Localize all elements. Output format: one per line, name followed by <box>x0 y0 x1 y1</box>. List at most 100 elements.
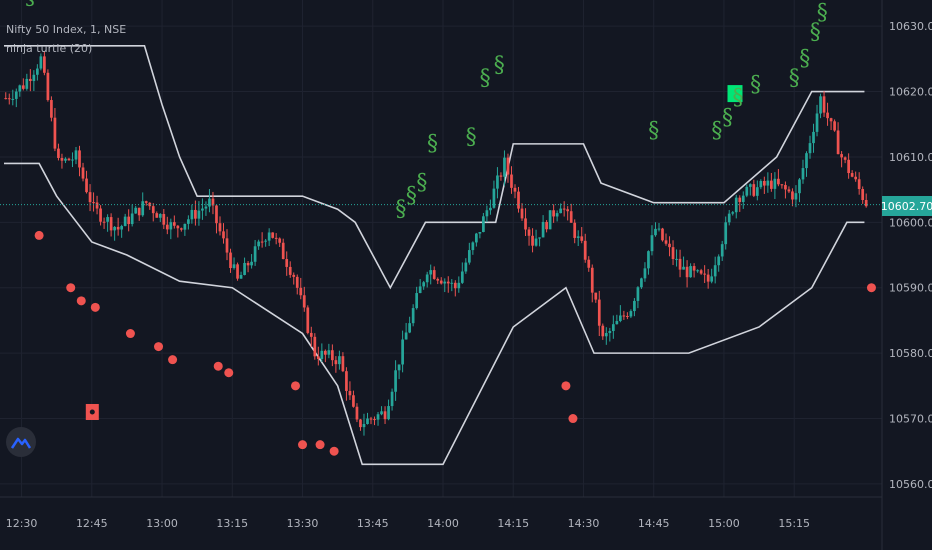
signal-box-marker <box>727 85 743 103</box>
candle-body <box>232 264 236 269</box>
candle-body <box>362 423 366 428</box>
candle-body <box>404 332 408 340</box>
candle-body <box>366 418 369 424</box>
x-tick-label: 14:45 <box>638 517 670 530</box>
candle-body <box>717 256 721 266</box>
lower-channel-line <box>4 162 865 466</box>
candle-body <box>134 207 138 214</box>
candle-body <box>348 390 352 396</box>
candle-body <box>137 207 141 216</box>
candle-body <box>172 222 176 226</box>
x-tick-label: 13:30 <box>287 517 319 530</box>
symbol-title: Nifty 50 Index, 1, NSE <box>6 23 127 36</box>
entry-signal-mark: § <box>406 184 417 209</box>
candle-body <box>204 206 208 209</box>
candle-body <box>791 191 794 200</box>
candle-body <box>309 332 313 337</box>
candle-body <box>299 287 303 296</box>
candle-body <box>541 221 545 238</box>
candle-body <box>741 195 745 203</box>
entry-signal-mark: § <box>480 66 491 91</box>
candle-body <box>706 274 710 282</box>
entry-signal-mark: § <box>810 20 821 45</box>
candle-body <box>829 118 833 122</box>
candle-body <box>777 178 780 185</box>
candle-body <box>401 339 404 365</box>
candle-body <box>106 217 109 222</box>
candle-body <box>158 214 162 218</box>
stop-dot <box>125 329 135 339</box>
stop-dot <box>224 368 234 378</box>
candle-body <box>467 250 471 263</box>
candle-body <box>102 221 106 223</box>
candle-body <box>513 187 517 192</box>
candle-body <box>78 150 81 168</box>
candle-body <box>271 232 275 238</box>
candle-body <box>292 274 296 277</box>
candle-body <box>657 228 661 230</box>
candle-body <box>331 350 334 361</box>
candle-body <box>408 323 411 333</box>
candle-body <box>752 184 756 196</box>
x-tick-label: 13:15 <box>216 517 248 530</box>
candle-body <box>755 187 759 196</box>
candle-body <box>373 419 376 421</box>
candle-body <box>815 113 819 132</box>
candle-body <box>685 266 689 278</box>
candle-body <box>302 295 306 308</box>
stop-dot <box>213 361 223 371</box>
candle-body <box>689 266 692 278</box>
candle-body <box>316 356 320 359</box>
candle-body <box>766 180 770 186</box>
candle-body <box>176 225 180 229</box>
candle-body <box>387 406 390 420</box>
stop-dot <box>34 230 44 240</box>
candle-body <box>583 240 587 260</box>
candle-body <box>569 211 573 223</box>
candle-body <box>661 228 664 241</box>
candle-body <box>857 179 861 190</box>
candle-body <box>180 228 183 230</box>
x-tick-label: 13:45 <box>357 517 389 530</box>
stop-dot <box>561 381 571 391</box>
candle-body <box>246 262 250 266</box>
candle-body <box>611 324 615 331</box>
candle-body <box>50 100 53 118</box>
candle-body <box>85 178 88 193</box>
candle-body <box>39 56 43 69</box>
candle-body <box>123 216 127 227</box>
candle-body <box>759 180 763 188</box>
candle-body <box>7 98 11 100</box>
candle-body <box>819 96 822 114</box>
x-tick-label: 15:00 <box>708 517 740 530</box>
candle-body <box>422 282 426 287</box>
stop-dot <box>168 355 178 365</box>
candle-body <box>236 264 239 279</box>
entry-signal-mark: § <box>648 118 659 143</box>
tradingview-logo-icon[interactable] <box>6 427 36 457</box>
candle-body <box>805 153 808 169</box>
candle-body <box>485 210 489 217</box>
candle-body <box>647 251 650 269</box>
candle-body <box>88 192 92 203</box>
candle-body <box>794 193 798 200</box>
entry-signal-mark: § <box>733 86 744 111</box>
candle-body <box>18 85 22 92</box>
candle-body <box>664 240 668 244</box>
candle-body <box>597 299 601 326</box>
candle-body <box>650 235 654 252</box>
candle-body <box>4 98 8 100</box>
candle-body <box>527 229 531 236</box>
candle-body <box>295 276 299 288</box>
candle-body <box>703 273 706 275</box>
y-tick-label: 10620.00 <box>889 86 932 99</box>
candle-body <box>503 157 506 177</box>
candle-body <box>116 226 120 230</box>
candle-body <box>257 241 260 247</box>
candle-body <box>608 330 612 334</box>
candle-body <box>141 201 145 216</box>
candle-body <box>334 360 338 365</box>
candle-body <box>492 188 496 208</box>
